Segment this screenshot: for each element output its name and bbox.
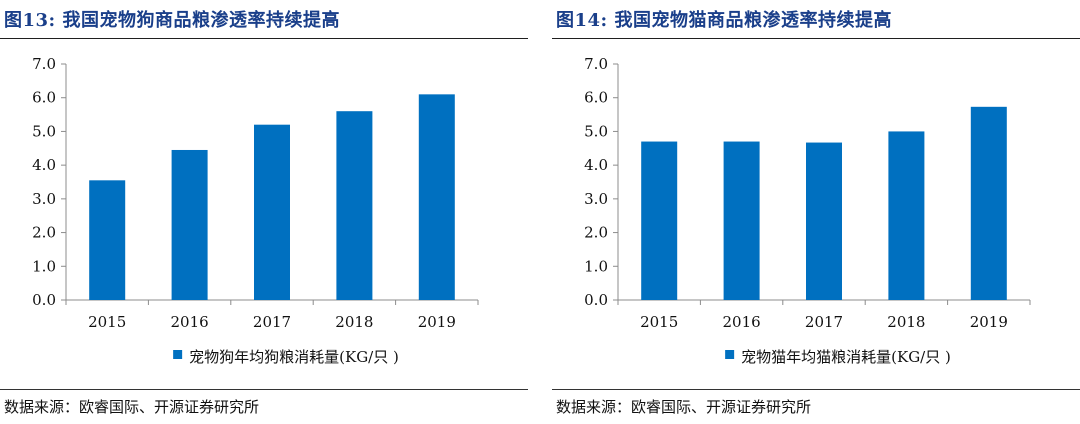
legend-swatch xyxy=(725,350,735,359)
x-tick-label: 2017 xyxy=(805,313,843,331)
source-note: 数据来源：欧睿国际、开源证券研究所 xyxy=(556,398,812,416)
x-tick-label: 2019 xyxy=(970,313,1008,331)
x-tick-label: 2018 xyxy=(335,313,373,331)
bar-chart-cat-food: 0.0 1.0 2.0 3.0 4.0 5.0 6.0 7.0 2015 2016 2017 2018… xyxy=(584,55,1031,366)
y-tick-label: 7.0 xyxy=(584,55,608,73)
y-tick-label: 0.0 xyxy=(32,291,56,309)
x-tick-label: 2019 xyxy=(418,313,456,331)
x-tick-label: 2015 xyxy=(88,313,126,331)
footer-divider xyxy=(0,389,528,390)
legend-label: 宠物猫年均猫粮消耗量(KG/只 ) xyxy=(741,348,951,366)
bar-2017 xyxy=(806,142,842,300)
legend-label: 宠物狗年均狗粮消耗量(KG/只 ) xyxy=(189,348,399,366)
bar-chart-dog-food: 0.0 1.0 2.0 3.0 4.0 5.0 6.0 7.0 2015 2016 2017 2018… xyxy=(32,55,479,366)
y-tick-label: 6.0 xyxy=(584,89,608,107)
y-tick-label: 1.0 xyxy=(32,257,56,275)
bar-2015 xyxy=(641,141,678,300)
y-tick-label: 1.0 xyxy=(584,257,608,275)
y-tick-label: 3.0 xyxy=(32,190,56,208)
bar-2015 xyxy=(89,180,126,300)
y-tick-label: 0.0 xyxy=(584,291,608,309)
bar-2018 xyxy=(888,131,925,300)
x-tick-label: 2015 xyxy=(640,313,678,331)
y-tick-label: 2.0 xyxy=(584,224,608,242)
figure-title: 图13: 我国宠物狗商品粮渗透率持续提高 xyxy=(4,10,340,31)
bar-2018 xyxy=(336,111,373,300)
x-tick-label: 2017 xyxy=(253,313,291,331)
legend-swatch xyxy=(173,350,183,359)
y-tick-label: 4.0 xyxy=(584,156,608,174)
y-tick-label: 4.0 xyxy=(32,156,56,174)
y-tick-label: 3.0 xyxy=(584,190,608,208)
title-divider xyxy=(552,38,1080,39)
title-divider xyxy=(0,38,528,39)
bar-2017 xyxy=(254,124,290,300)
source-note: 数据来源：欧睿国际、开源证券研究所 xyxy=(4,398,260,416)
bar-2016 xyxy=(723,141,760,300)
y-tick-label: 5.0 xyxy=(32,122,56,140)
y-tick-label: 5.0 xyxy=(584,122,608,140)
x-tick-label: 2018 xyxy=(887,313,925,331)
y-tick-label: 2.0 xyxy=(32,224,56,242)
bar-2019 xyxy=(970,106,1007,301)
y-tick-label: 7.0 xyxy=(32,55,56,73)
x-tick-label: 2016 xyxy=(171,313,209,331)
chart-panel-dog: 图13: 我国宠物狗商品粮渗透率持续提高 0.0 1.0 2.0 3.0 4.0 5.0 6… xyxy=(0,0,528,424)
footer-divider xyxy=(552,389,1080,390)
y-tick-label: 6.0 xyxy=(32,89,56,107)
bar-2016 xyxy=(171,149,208,300)
figure-title: 图14: 我国宠物猫商品粮渗透率持续提高 xyxy=(556,10,892,31)
chart-panel-cat: 图14: 我国宠物猫商品粮渗透率持续提高 0.0 1.0 2.0 3.0 4.0 5.0 6… xyxy=(552,0,1080,424)
x-tick-label: 2016 xyxy=(723,313,761,331)
bar-2019 xyxy=(418,94,455,300)
